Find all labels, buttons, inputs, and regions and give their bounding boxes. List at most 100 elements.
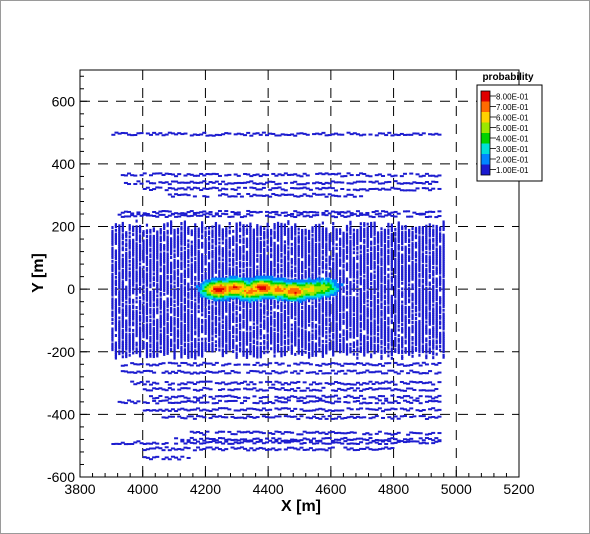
data-point <box>314 353 318 357</box>
data-point <box>362 388 367 391</box>
data-point <box>149 298 152 302</box>
data-point <box>261 432 266 435</box>
data-point <box>201 226 204 230</box>
data-point <box>121 321 124 325</box>
data-point <box>290 310 293 314</box>
data-point <box>312 381 317 384</box>
data-point <box>259 253 262 257</box>
data-point <box>167 397 172 400</box>
data-point <box>330 382 335 385</box>
data-point <box>170 173 175 176</box>
data-point <box>228 340 231 344</box>
data-point <box>211 415 216 418</box>
data-point <box>174 180 179 183</box>
data-point <box>142 258 145 262</box>
data-point <box>183 293 186 297</box>
data-point <box>135 334 138 338</box>
data-point <box>437 381 442 384</box>
data-point <box>190 353 193 357</box>
data-point <box>211 345 214 349</box>
data-point <box>249 186 254 189</box>
data-point <box>374 432 379 435</box>
data-point <box>233 195 238 198</box>
data-point <box>169 261 173 265</box>
data-point <box>214 319 218 323</box>
data-point <box>138 236 142 240</box>
data-point <box>266 346 269 350</box>
data-point <box>121 253 124 257</box>
data-point <box>245 269 249 273</box>
data-point <box>304 350 307 354</box>
data-point <box>399 389 404 392</box>
data-point <box>283 326 287 330</box>
data-point <box>424 433 429 436</box>
data-point <box>180 340 183 344</box>
data-point <box>159 274 162 278</box>
data-point <box>259 236 262 240</box>
data-point <box>352 438 357 441</box>
data-point <box>270 337 273 341</box>
data-point <box>176 265 180 269</box>
data-point <box>163 315 166 319</box>
data-point <box>280 354 283 358</box>
data-point <box>246 181 251 184</box>
data-point <box>293 210 298 213</box>
data-point <box>148 133 153 136</box>
data-point <box>255 173 260 176</box>
data-point <box>211 234 214 238</box>
data-point <box>294 313 297 317</box>
data-point <box>214 248 218 252</box>
data-point <box>111 282 114 286</box>
data-point <box>265 181 270 184</box>
data-point <box>156 326 159 330</box>
data-point <box>228 306 231 310</box>
data-point <box>111 288 114 292</box>
data-point <box>187 314 190 318</box>
data-point <box>221 247 224 251</box>
data-point <box>270 317 273 321</box>
data-point <box>228 321 231 325</box>
data-point <box>428 395 433 398</box>
data-point <box>152 289 155 293</box>
data-point <box>186 456 191 459</box>
data-point <box>135 315 138 319</box>
data-point <box>194 337 197 341</box>
data-point <box>368 363 373 366</box>
data-point <box>163 230 166 234</box>
data-point <box>230 399 235 402</box>
data-point <box>159 231 162 235</box>
data-point <box>202 361 207 364</box>
data-point <box>249 344 252 348</box>
data-point <box>190 229 193 233</box>
data-point <box>252 313 255 317</box>
data-point <box>194 313 197 317</box>
data-point <box>135 341 138 345</box>
data-point <box>158 186 163 189</box>
data-point <box>121 297 124 301</box>
data-point <box>294 330 297 334</box>
data-point <box>387 416 392 419</box>
data-point <box>276 343 280 347</box>
data-point <box>187 344 190 348</box>
data-point <box>276 327 280 331</box>
data-point <box>135 330 138 334</box>
data-point <box>180 233 183 237</box>
data-point <box>149 268 152 272</box>
data-point <box>252 182 257 185</box>
data-point <box>135 319 138 323</box>
data-point <box>415 432 420 435</box>
data-point <box>273 243 276 247</box>
data-point <box>145 293 149 297</box>
data-point <box>180 295 183 299</box>
data-point <box>155 172 160 175</box>
data-point <box>132 351 135 355</box>
data-point <box>158 132 163 135</box>
data-point <box>297 332 300 336</box>
data-point <box>307 244 311 248</box>
data-point <box>180 315 183 319</box>
data-point <box>249 271 252 275</box>
data-point <box>283 341 287 345</box>
data-point <box>192 186 197 189</box>
data-point <box>268 188 273 191</box>
data-point <box>149 309 152 313</box>
